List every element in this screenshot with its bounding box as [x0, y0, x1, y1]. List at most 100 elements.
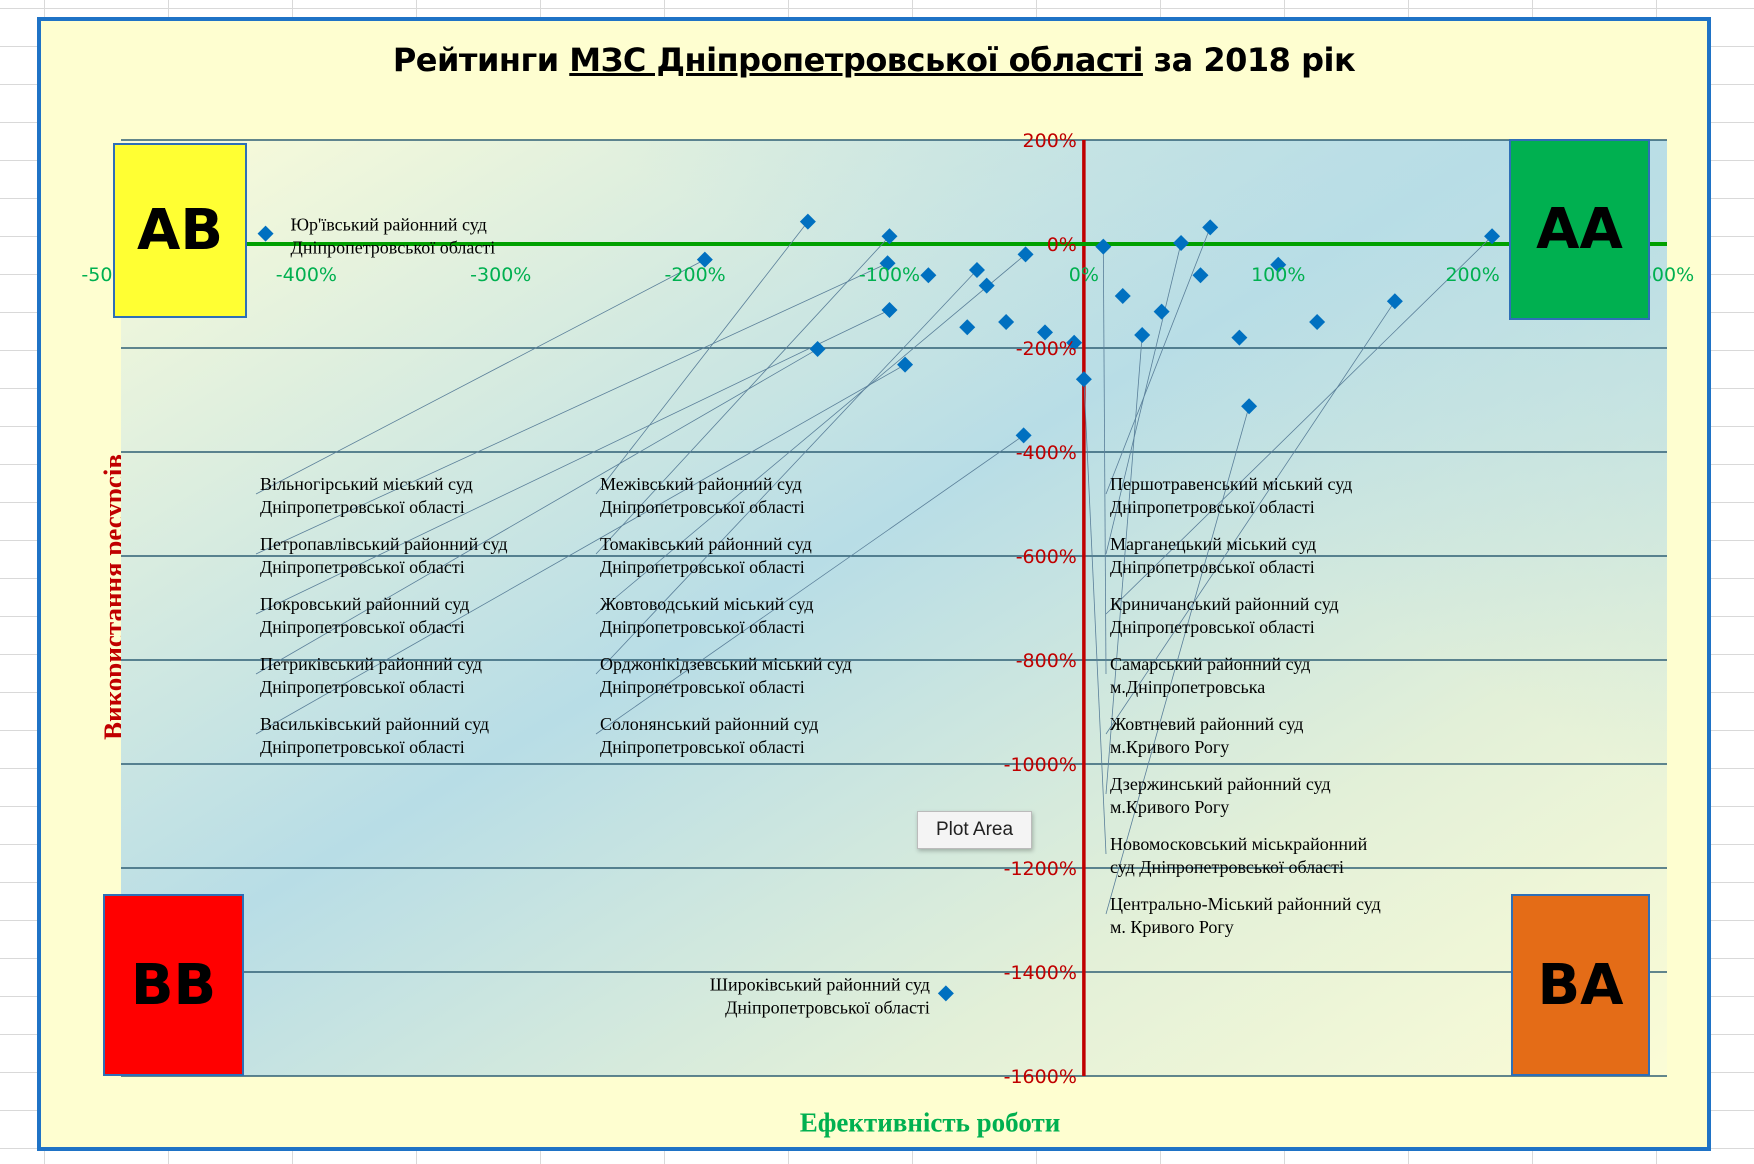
data-point: [799, 213, 816, 230]
y-tick-label: -1600%: [1004, 1066, 1077, 1088]
label-leader-line: [255, 262, 888, 555]
data-label: Новомосковський міськрайонний: [1110, 834, 1368, 854]
data-label: Жовтоводський міський суд: [600, 594, 814, 614]
x-tick-label: -100%: [859, 264, 920, 286]
data-label: Юр'ївський районний суд: [291, 215, 487, 235]
label-leader-line: [1105, 334, 1143, 795]
data-label: Широківський районний суд: [710, 974, 930, 994]
data-point: [1015, 427, 1032, 444]
data-label: Покровський районний суд: [260, 594, 469, 614]
data-label: Дніпропетровської області: [600, 617, 805, 637]
quadrant-ba-box: BA: [1511, 894, 1650, 1076]
y-tick-label: -400%: [1016, 442, 1077, 464]
data-point: [1270, 256, 1287, 273]
title-underlined: МЗС Дніпропетровської області: [569, 41, 1143, 79]
label-leader-line: [595, 435, 1024, 735]
data-label: Васильківський районний суд: [260, 714, 489, 734]
data-label: Дніпропетровської області: [1110, 497, 1315, 517]
label-leader-line: [595, 221, 809, 495]
y-tick-label: -1200%: [1004, 858, 1077, 880]
title-suffix: за 2018 рік: [1142, 41, 1356, 79]
data-point: [1037, 324, 1053, 341]
data-point: [257, 225, 274, 242]
data-label: м.Кривого Рогу: [1110, 797, 1229, 817]
label-leader-line: [1105, 300, 1396, 735]
data-label: Дніпропетровської області: [600, 557, 805, 577]
data-label: Дніпропетровської області: [1110, 617, 1315, 637]
label-leader-line: [1105, 242, 1182, 555]
data-label: Дніпропетровської області: [600, 737, 805, 757]
data-point: [881, 302, 898, 319]
label-leader-line: [1105, 406, 1250, 915]
data-point: [1017, 246, 1034, 263]
y-tick-label: -600%: [1016, 546, 1077, 568]
label-leader-line: [255, 364, 906, 735]
data-point: [696, 251, 713, 268]
label-leader-line: [595, 235, 890, 555]
data-label: Орджонікідзевський міський суд: [600, 654, 852, 674]
data-point: [1173, 234, 1190, 251]
data-point: [1075, 371, 1092, 388]
x-tick-label: -400%: [276, 264, 337, 286]
label-leader-line: [255, 259, 706, 495]
data-label: Дніпропетровської області: [260, 617, 465, 637]
y-tick-label: -1400%: [1004, 962, 1077, 984]
data-point: [1309, 314, 1326, 330]
y-tick-label: 200%: [1023, 130, 1077, 152]
data-point: [968, 262, 985, 278]
data-point: [1202, 219, 1219, 236]
data-label: м.Дніпропетровська: [1110, 677, 1265, 697]
quadrant-aa-box: AA: [1509, 139, 1650, 320]
data-point: [1192, 267, 1209, 284]
data-label: Криничанський районний суд: [1110, 594, 1339, 614]
data-label: м.Кривого Рогу: [1110, 737, 1229, 757]
data-point: [1484, 228, 1501, 245]
data-point: [1095, 238, 1112, 255]
y-tick-label: -800%: [1016, 650, 1077, 672]
data-point: [959, 319, 976, 336]
quadrant-bb-box: BB: [103, 894, 244, 1076]
data-label: Дніпропетровської області: [260, 737, 465, 757]
data-point: [920, 267, 937, 284]
data-label: Марганецький міський суд: [1110, 534, 1316, 554]
data-point: [1114, 288, 1131, 304]
data-point: [1066, 334, 1083, 351]
data-label: Дніпропетровської області: [260, 497, 465, 517]
data-label: Петропавлівський районний суд: [260, 534, 507, 554]
data-label: Дзержинський районний суд: [1110, 774, 1331, 794]
label-leader-line: [255, 309, 890, 615]
data-label: Першотравенський міський суд: [1110, 474, 1352, 494]
data-label: Дніпропетровської області: [600, 497, 805, 517]
data-label: Межівський районний суд: [600, 474, 802, 494]
y-tick-label: -200%: [1016, 338, 1077, 360]
data-label: Дніпропетровської області: [1110, 557, 1315, 577]
data-point: [1241, 398, 1258, 415]
label-leader-line: [595, 254, 1026, 615]
data-label: Дніпропетровської області: [725, 997, 930, 1017]
data-label: Томаківський районний суд: [600, 534, 812, 554]
data-label: Петриківський районний суд: [260, 654, 482, 674]
title-prefix: Рейтинги: [392, 41, 570, 79]
plot-background-overlay: [121, 140, 1667, 1076]
label-leader-line: [255, 348, 818, 675]
data-point: [809, 341, 826, 358]
data-point: [897, 356, 914, 373]
label-leader-line: [1083, 379, 1107, 855]
data-point: [978, 277, 995, 294]
data-point: [1134, 327, 1151, 343]
data-point: [998, 314, 1015, 330]
label-leader-line: [1102, 246, 1107, 675]
x-tick-label: 0%: [1069, 264, 1099, 286]
x-tick-label: 200%: [1445, 264, 1499, 286]
data-point: [881, 228, 898, 245]
data-label: Дніпропетровської області: [260, 677, 465, 697]
chart-title: Рейтинги МЗС Дніпропетровської області з…: [41, 41, 1707, 79]
plot-area-tooltip: Plot Area: [917, 811, 1032, 849]
data-label: Дніпропетровської області: [291, 238, 496, 258]
data-label: Вільногірський міський суд: [260, 474, 473, 494]
label-leader-line: [595, 269, 978, 675]
x-axis-title: Ефективність роботи: [799, 1107, 1061, 1138]
data-point: [1231, 329, 1248, 346]
data-label: Дніпропетровської області: [600, 677, 805, 697]
